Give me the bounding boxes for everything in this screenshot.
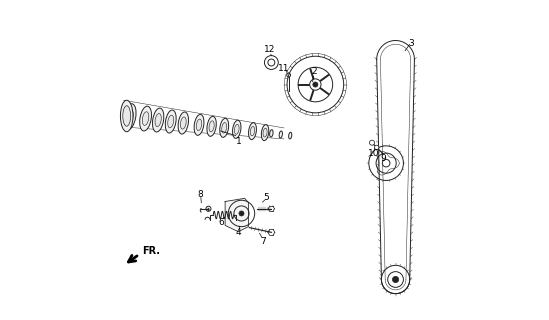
Ellipse shape [165,110,176,133]
Text: 3: 3 [408,39,414,48]
Ellipse shape [209,121,214,132]
Text: FR.: FR. [142,246,160,256]
Ellipse shape [142,112,149,125]
Ellipse shape [289,132,292,139]
Polygon shape [225,198,248,232]
Ellipse shape [120,100,133,132]
Ellipse shape [222,123,227,133]
Ellipse shape [263,128,267,137]
Ellipse shape [197,119,201,131]
Text: 1: 1 [236,137,241,146]
Text: 11: 11 [278,64,290,73]
Circle shape [382,159,390,167]
Ellipse shape [261,124,269,140]
Ellipse shape [234,124,239,134]
Circle shape [239,211,244,216]
Ellipse shape [123,106,131,126]
Ellipse shape [249,123,256,140]
Circle shape [313,82,318,87]
Circle shape [369,140,374,145]
Ellipse shape [194,115,204,135]
Circle shape [393,276,399,283]
Ellipse shape [139,106,152,131]
Text: 12: 12 [264,45,276,54]
Ellipse shape [181,117,186,129]
Ellipse shape [207,116,216,136]
Ellipse shape [178,112,188,134]
Text: 7: 7 [261,237,266,246]
Text: 5: 5 [264,193,270,202]
Ellipse shape [270,130,273,137]
Ellipse shape [233,120,241,138]
Text: 9: 9 [380,154,386,163]
Ellipse shape [220,118,228,137]
Ellipse shape [250,126,255,136]
Text: 4: 4 [236,228,241,237]
Ellipse shape [153,108,164,132]
Ellipse shape [126,109,133,124]
Circle shape [287,73,290,77]
Ellipse shape [155,114,161,127]
Ellipse shape [279,131,282,138]
Ellipse shape [124,104,136,130]
Circle shape [374,145,379,150]
Text: 6: 6 [218,218,224,228]
Text: 10: 10 [368,149,379,158]
Text: 8: 8 [198,190,204,199]
Text: 2: 2 [311,68,317,76]
Ellipse shape [168,115,173,128]
Circle shape [310,79,321,90]
